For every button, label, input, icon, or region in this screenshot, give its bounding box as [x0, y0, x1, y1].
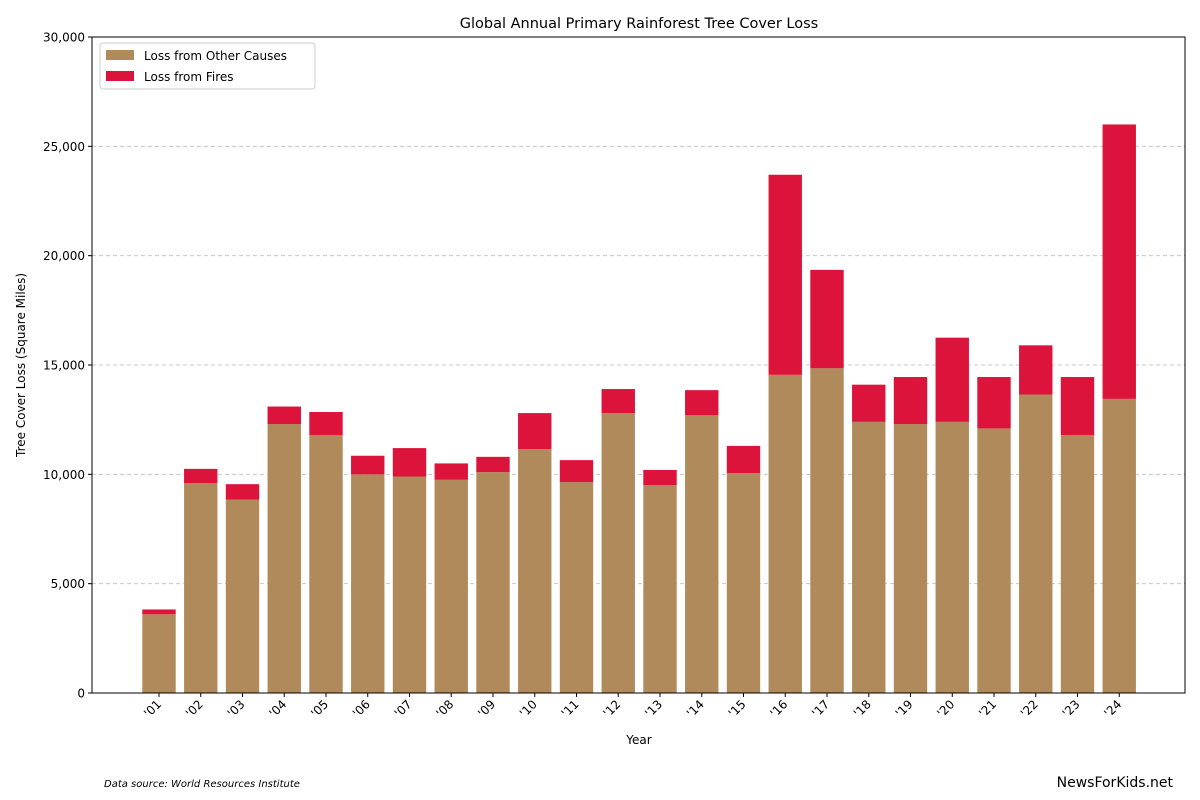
bar-other-causes [726, 473, 761, 693]
x-tick-label: '06 [350, 697, 373, 720]
x-tick-label: '09 [475, 697, 498, 720]
bar-other-causes [977, 428, 1011, 693]
x-tick-label: '18 [851, 697, 874, 720]
y-tick-label: 5,000 [51, 577, 85, 591]
bar-other-causes [1102, 398, 1136, 693]
bar-other-causes [685, 415, 719, 693]
bar-other-causes [434, 479, 468, 693]
x-tick-label: '11 [559, 697, 582, 720]
bar-fires [810, 269, 844, 369]
bar-other-causes [852, 421, 886, 693]
chart-title: Global Annual Primary Rainforest Tree Co… [460, 16, 818, 32]
bar-fires [1102, 124, 1136, 399]
bar-fires [768, 174, 802, 375]
bar-fires [267, 406, 301, 425]
bar-other-causes [935, 421, 969, 693]
bar-other-causes [810, 368, 844, 693]
bar-fires [184, 468, 218, 484]
x-tick-label: '03 [225, 697, 248, 720]
legend-frame [99, 42, 316, 90]
y-axis-label: Tree Cover Loss (Square Miles) [14, 273, 28, 458]
x-tick-label: '17 [809, 697, 832, 720]
data-source-note: Data source: World Resources Institute [104, 779, 300, 790]
bar-fires [977, 377, 1011, 429]
legend-label-other-causes: Loss from Other Causes [144, 49, 287, 63]
legend: Loss from Other Causes Loss from Fires [99, 42, 316, 90]
bar-other-causes [184, 483, 218, 693]
bar-other-causes [1019, 394, 1053, 693]
legend-swatch-fires [106, 71, 134, 81]
brand-label: NewsForKids.net [1056, 775, 1173, 791]
bar-other-causes [768, 374, 802, 693]
bar-fires [685, 390, 719, 416]
x-tick-label: '10 [517, 697, 540, 720]
bar-other-causes [518, 449, 552, 693]
y-tick-label: 10,000 [43, 468, 85, 482]
x-tick-label: '14 [684, 697, 707, 720]
bar-fires [643, 469, 677, 486]
bar-other-causes [559, 481, 594, 693]
bar-other-causes [392, 476, 427, 693]
y-axis: 0 5,000 10,000 15,000 20,000 25,000 30,000 [43, 31, 92, 701]
bar-other-causes [225, 499, 260, 693]
x-tick-label: '20 [934, 697, 957, 720]
x-tick-label: '15 [726, 697, 749, 720]
bar-fires [142, 609, 176, 615]
x-tick-label: '22 [1018, 697, 1041, 720]
bar-other-causes [142, 614, 176, 693]
x-tick-label: '19 [893, 697, 916, 720]
x-tick-label: '02 [183, 697, 206, 720]
bar-fires [935, 337, 969, 422]
y-tick-label: 25,000 [43, 140, 85, 154]
legend-swatch-other-causes [106, 50, 134, 60]
bar-other-causes [1060, 434, 1095, 693]
bar-other-causes [893, 424, 928, 693]
bar-fires [351, 455, 385, 475]
x-tick-label: '08 [433, 697, 456, 720]
y-tick-label: 30,000 [43, 31, 85, 45]
bar-fires [852, 384, 886, 422]
x-axis-label: Year [625, 733, 651, 747]
bar-fires [392, 448, 427, 477]
x-tick-label: '04 [266, 697, 289, 720]
bar-fires [476, 456, 510, 473]
x-tick-label: '01 [141, 697, 164, 720]
bar-other-causes [476, 472, 510, 693]
bar-fires [1060, 377, 1095, 435]
bar-fires [1019, 345, 1053, 395]
bar-other-causes [643, 485, 677, 693]
legend-label-fires: Loss from Fires [144, 70, 234, 84]
y-tick-label: 0 [77, 687, 85, 701]
x-tick-label: '13 [642, 697, 665, 720]
bar-fires [893, 377, 928, 425]
bars [142, 124, 1136, 693]
bar-fires [309, 412, 343, 435]
x-tick-label: '23 [1060, 697, 1083, 720]
y-tick-label: 15,000 [43, 359, 85, 373]
x-tick-label: '24 [1101, 697, 1124, 720]
bar-fires [601, 389, 635, 414]
bar-other-causes [601, 413, 635, 693]
bar-other-causes [309, 434, 343, 693]
bar-fires [225, 484, 260, 500]
bar-fires [726, 445, 761, 474]
x-tick-label: '16 [767, 697, 790, 720]
bar-other-causes [351, 474, 385, 693]
bar-fires [559, 460, 594, 482]
x-tick-label: '07 [392, 697, 415, 720]
x-axis: '01 '02 '03 '04 '05 '06 '07 '08 '09 '10 '11 '12 '13 '… [141, 693, 1124, 720]
x-tick-label: '21 [976, 697, 999, 720]
bar-fires [434, 463, 468, 480]
y-tick-label: 20,000 [43, 249, 85, 263]
bar-other-causes [267, 424, 301, 693]
x-tick-label: '12 [600, 697, 623, 720]
bar-fires [518, 413, 552, 450]
x-tick-label: '05 [308, 697, 331, 720]
